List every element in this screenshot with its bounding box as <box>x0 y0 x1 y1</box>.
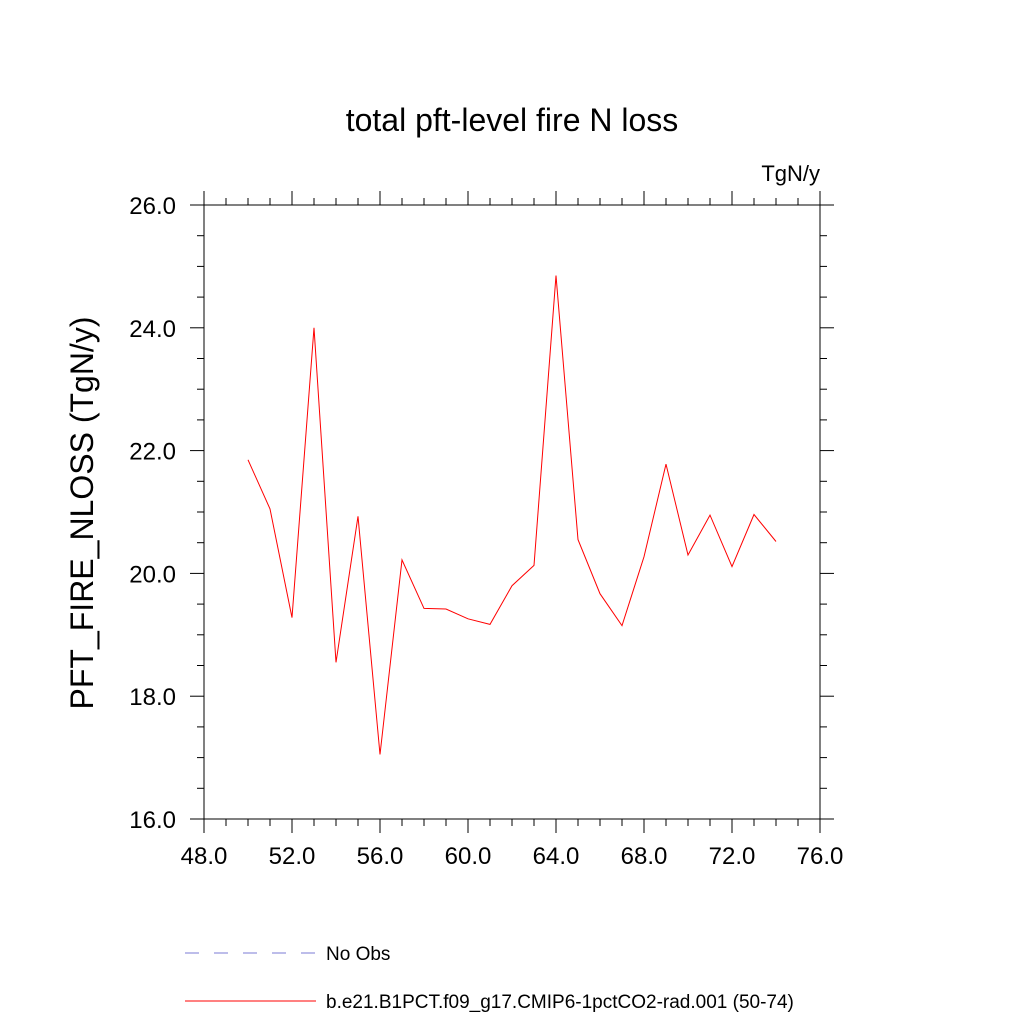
series-line <box>247 275 777 755</box>
legend-label-no-obs: No Obs <box>326 944 390 965</box>
y-axis-label: PFT_FIRE_NLOSS (TgN/y) <box>64 317 100 710</box>
x-tick-label: 72.0 <box>709 843 756 870</box>
plot-border <box>203 204 821 820</box>
x-tick-label: 68.0 <box>621 843 668 870</box>
x-tick-label: 48.0 <box>181 843 228 870</box>
series-lines <box>247 275 777 755</box>
y-tick-label: 24.0 <box>129 316 176 343</box>
y-tick-label: 26.0 <box>129 193 176 220</box>
y-tick-label: 22.0 <box>129 439 176 466</box>
chart-title: total pft-level fire N loss <box>346 102 679 138</box>
x-tick-label: 52.0 <box>269 843 316 870</box>
x-axis-ticks: 48.0 52.0 56.0 60.0 64.0 68.0 72.0 76.0 <box>181 191 844 870</box>
units-label: TgN/y <box>761 161 820 186</box>
y-axis-ticks: 16.0 18.0 20.0 22.0 24.0 26.0 <box>129 193 834 834</box>
legend-label-model-run: b.e21.B1PCT.f09_g17.CMIP6-1pctCO2-rad.00… <box>326 992 794 1013</box>
x-tick-label: 76.0 <box>797 843 844 870</box>
x-tick-label: 64.0 <box>533 843 580 870</box>
y-tick-label: 18.0 <box>129 684 176 711</box>
x-tick-label: 60.0 <box>445 843 492 870</box>
y-tick-label: 16.0 <box>129 807 176 834</box>
legend: No Obs b.e21.B1PCT.f09_g17.CMIP6-1pctCO2… <box>185 944 794 1013</box>
x-tick-label: 56.0 <box>357 843 404 870</box>
plot-frame <box>203 204 821 820</box>
y-tick-label: 20.0 <box>129 561 176 588</box>
